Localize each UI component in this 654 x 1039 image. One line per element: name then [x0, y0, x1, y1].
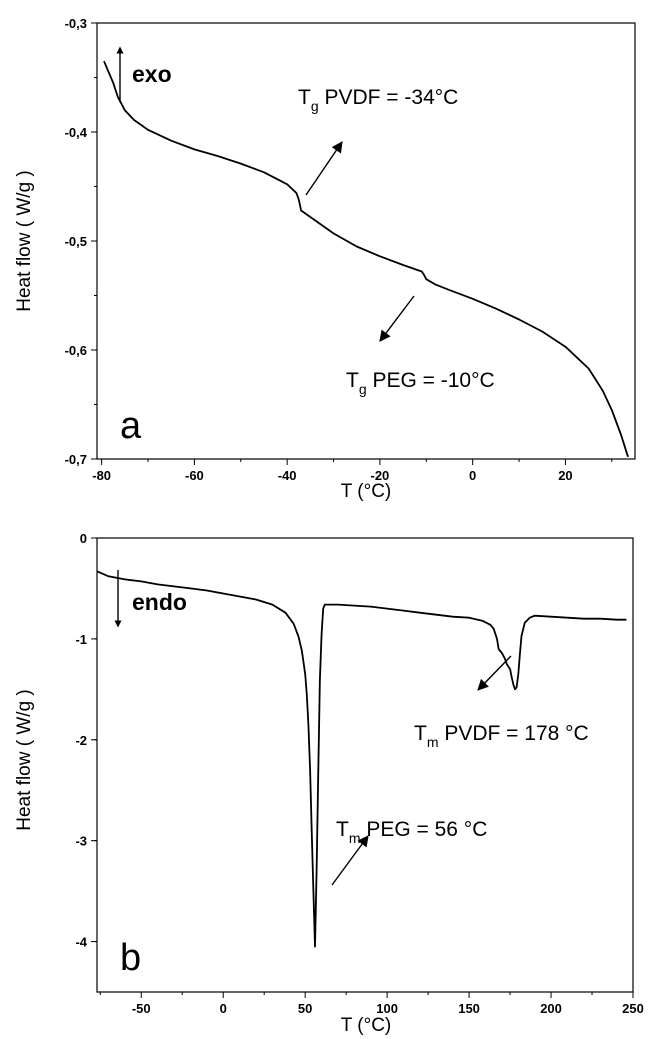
- panel-a-xtick-label: -20: [371, 468, 390, 483]
- panel-a-ytick-label: -0,5: [65, 234, 87, 249]
- panel-a: -80 -60 -40 -20 0 20 -0,3 -0,4 -0,5 -0,6 -0,7 T (°…: [14, 16, 636, 502]
- panel-b-ytick-label: -3: [75, 834, 87, 849]
- panel-b-xtick-label: 0: [220, 1001, 227, 1016]
- panel-b-ytick-label: -1: [75, 632, 87, 647]
- panel-b-xlabel: T (°C): [341, 1015, 392, 1036]
- panel-b-ticks: -50 0 50 100 150 200 250 0 -1 -2 -3 -4: [75, 531, 643, 1016]
- panel-b-endo-label: endo: [132, 589, 187, 615]
- panel-b-tm-pvdf-label: Tm PVDF = 178 °C: [414, 722, 589, 750]
- panel-a-curve: [103, 60, 629, 458]
- panel-b-peg-pointer: [331, 835, 369, 886]
- panel-b-letter: b: [120, 937, 141, 979]
- panel-a-tg-pvdf-label: Tg PVDF = -34°C: [298, 86, 458, 114]
- panel-a-ytick-label: -0,6: [65, 343, 87, 358]
- panel-b-tm-peg-label: Tm PEG = 56 °C: [336, 818, 487, 846]
- panel-a-peg-pointer: [379, 295, 415, 342]
- panel-a-ytick-label: -0,4: [65, 125, 88, 140]
- panel-a-xtick-label: -40: [278, 468, 297, 483]
- panel-b-xtick-label: 250: [622, 1001, 644, 1016]
- panel-b-ytick-label: -2: [75, 733, 87, 748]
- panel-a-ylabel: Heat flow ( W/g ): [14, 170, 35, 311]
- panel-a-xtick-label: -80: [92, 468, 111, 483]
- panel-a-pvdf-pointer: [305, 141, 343, 196]
- panel-a-ticks: -80 -60 -40 -20 0 20 -0,3 -0,4 -0,5 -0,6 -0,7: [65, 16, 613, 483]
- panel-a-ytick-label: -0,3: [65, 16, 87, 31]
- panel-a-xlabel: T (°C): [341, 481, 392, 502]
- panel-b-ylabel: Heat flow ( W/g ): [14, 689, 35, 830]
- panel-b: -50 0 50 100 150 200 250 0 -1 -2 -3 -4 T (°C) Heat …: [14, 531, 644, 1036]
- panel-a-tg-peg-label: Tg PEG = -10°C: [346, 369, 495, 397]
- panel-a-xtick-label: 0: [469, 468, 476, 483]
- panel-b-curve: [96, 570, 627, 948]
- panel-b-pvdf-pointer: [477, 655, 512, 691]
- panel-b-xtick-label: 100: [376, 1001, 398, 1016]
- panel-b-ytick-label: 0: [80, 531, 87, 546]
- panel-b-xtick-label: -50: [132, 1001, 151, 1016]
- panel-a-ytick-label: -0,7: [65, 452, 87, 467]
- panel-b-xtick-label: 200: [540, 1001, 562, 1016]
- panel-b-xtick-label: 150: [458, 1001, 480, 1016]
- panel-b-xtick-label: 50: [298, 1001, 312, 1016]
- panel-a-xtick-label: 20: [558, 468, 572, 483]
- panel-b-ytick-label: -4: [75, 935, 87, 950]
- panel-a-letter: a: [120, 405, 142, 447]
- panel-a-exo-label: exo: [132, 61, 172, 87]
- panel-a-xtick-label: -60: [185, 468, 204, 483]
- panel-b-frame: [96, 537, 634, 993]
